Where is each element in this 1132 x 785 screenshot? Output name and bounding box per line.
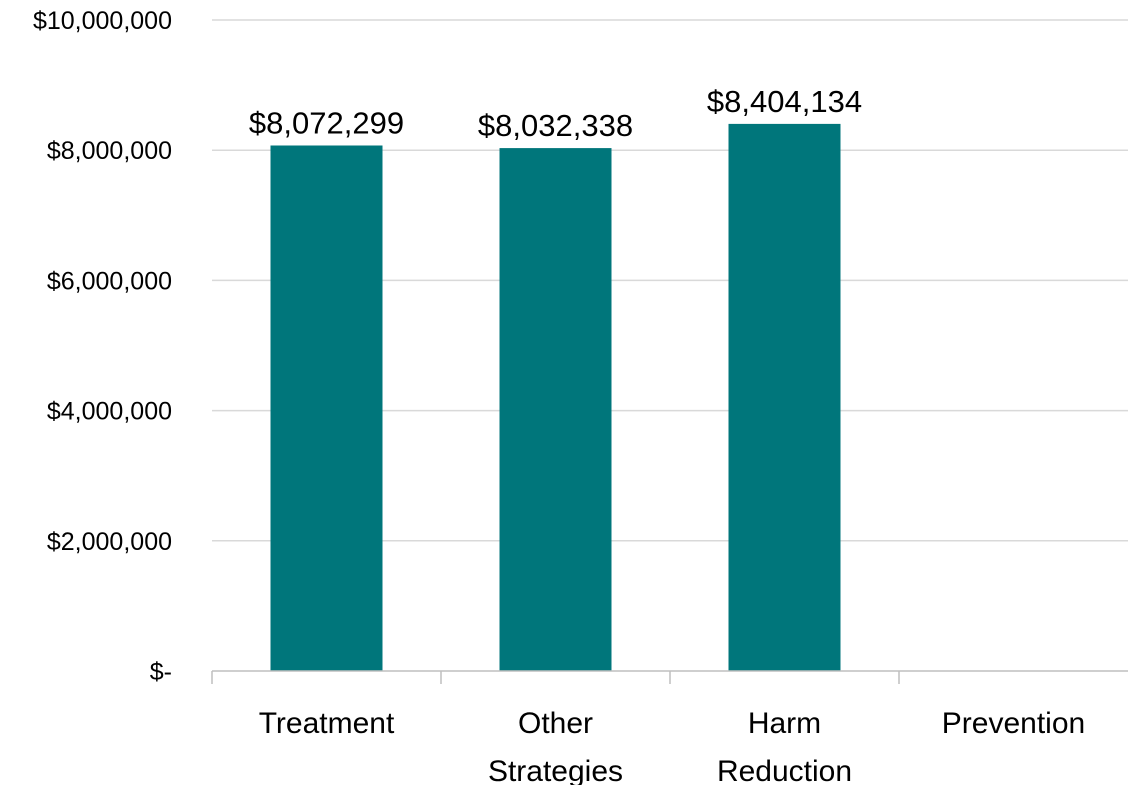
y-tick-label: $10,000,000 [33,7,172,35]
y-tick-label: $6,000,000 [47,267,172,295]
data-label: $8,404,134 [707,84,862,119]
data-labels: $8,072,299 $8,032,338 $8,404,134 [249,84,862,143]
category-label: Reduction [717,755,852,785]
bar [270,145,383,671]
bar [728,123,841,672]
bar [499,148,612,672]
y-tick-label: $2,000,000 [47,528,172,556]
category-label: Treatment [259,707,395,740]
bars [270,123,841,672]
category-label: Other [518,707,593,740]
y-tick-label: $- [150,658,172,686]
y-axis-tick-labels: $- $2,000,000 $4,000,000 $6,000,000 $8,000,0… [33,7,172,686]
y-tick-label: $8,000,000 [47,137,172,165]
category-label: Strategies [488,755,623,785]
category-label: Prevention [942,707,1085,740]
y-tick-label: $4,000,000 [47,398,172,426]
data-label: $8,032,338 [478,108,633,143]
data-label: $8,072,299 [249,105,404,140]
category-label: Harm [748,707,821,740]
x-axis: Treatment Other Strategies Harm Reduction Pre… [211,670,1128,785]
